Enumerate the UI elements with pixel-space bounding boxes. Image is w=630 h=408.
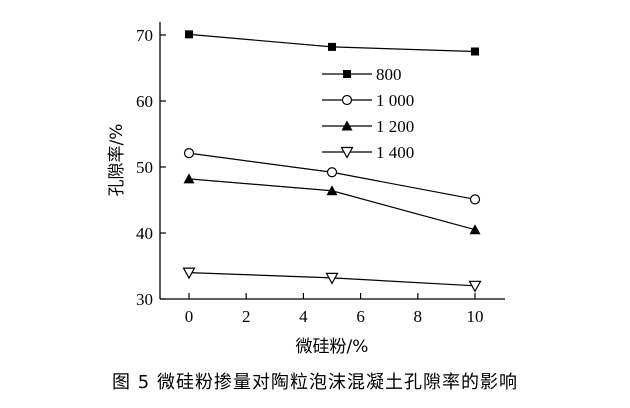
x-axis-title: 微硅粉/% <box>296 337 369 357</box>
legend-label: 800 <box>376 65 402 84</box>
legend-entry: 1 000 <box>322 91 414 110</box>
data-point <box>183 173 195 184</box>
y-axis-title: 孔隙率/% <box>107 124 127 197</box>
figure-caption: 图 5 微硅粉掺量对陶粒泡沫混凝土孔隙率的影响 <box>112 372 518 393</box>
y-tick-label: 70 <box>136 26 153 45</box>
data-point <box>469 194 481 205</box>
legend-marker <box>341 94 353 106</box>
data-point <box>469 224 481 235</box>
legend-entry: 1 400 <box>322 143 414 162</box>
data-point <box>468 280 482 293</box>
series-2 <box>183 148 481 205</box>
porosity-line-chart: 30 40 50 60 70 0 2 4 6 8 10 800 1 000 1 200 1 400 微硅… <box>107 22 505 357</box>
x-tick-label: 0 <box>185 307 194 326</box>
data-point <box>182 267 196 280</box>
y-tick-label: 60 <box>136 92 153 111</box>
y-tick-label: 50 <box>136 158 153 177</box>
legend-marker <box>340 146 354 159</box>
data-point <box>326 185 338 196</box>
legend-marker <box>341 120 353 131</box>
x-tick-label: 2 <box>242 307 251 326</box>
data-point <box>326 167 338 178</box>
series-3 <box>183 173 481 235</box>
legend-label: 1 000 <box>376 91 414 110</box>
data-point <box>471 47 479 56</box>
y-tick-label: 30 <box>136 290 153 309</box>
x-ticks: 0 2 4 6 8 10 <box>185 293 484 326</box>
data-point <box>183 148 195 159</box>
legend-label: 1 400 <box>376 143 414 162</box>
series-1 <box>185 30 479 56</box>
x-tick-label: 8 <box>414 307 423 326</box>
legend: 800 1 000 1 200 1 400 <box>322 65 414 162</box>
data-point <box>328 42 336 51</box>
data-point <box>185 30 193 39</box>
x-tick-label: 6 <box>356 307 365 326</box>
y-tick-label: 40 <box>136 224 153 243</box>
plot-frame <box>159 22 505 300</box>
x-tick-label: 4 <box>299 307 308 326</box>
legend-entry: 800 <box>322 65 402 84</box>
y-ticks: 30 40 50 60 70 <box>136 26 166 309</box>
series-layer <box>182 30 482 293</box>
x-tick-label: 10 <box>467 307 484 326</box>
legend-entry: 1 200 <box>322 117 414 136</box>
data-point <box>325 272 339 285</box>
legend-label: 1 200 <box>376 117 414 136</box>
legend-marker <box>343 70 351 78</box>
series-4 <box>182 267 482 293</box>
